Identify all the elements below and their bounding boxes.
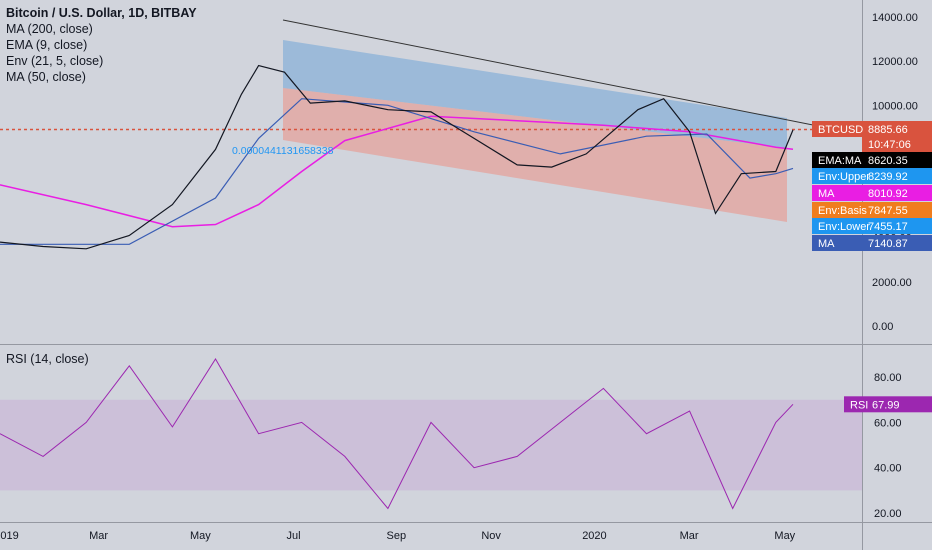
price-tag-value: 8239.92 [868, 171, 908, 183]
price-tag-box [862, 136, 932, 152]
rsi-band [0, 399, 862, 491]
price-tick-label: 10000.00 [872, 100, 918, 112]
rsi-tag-value: 67.99 [872, 399, 900, 411]
time-tick-label: Mar [680, 530, 699, 542]
legend-ma50: MA (50, close) [6, 70, 86, 84]
envelope-upper-band [283, 40, 787, 148]
series-line-ma-50- [0, 98, 794, 245]
price-annotation: 0.0000441131658338 [232, 145, 334, 157]
rsi-tag-label: RSI [850, 399, 868, 411]
price-tag-label: MA [818, 238, 835, 250]
price-tag-box [812, 121, 932, 137]
rsi-tick-label: 80.00 [874, 372, 902, 384]
price-tag-value: 10:47:06 [868, 139, 911, 151]
price-tick-label: 0.00 [872, 321, 893, 333]
trendline [282, 19, 829, 129]
price-tag-box [812, 202, 932, 218]
time-tick-label: May [190, 530, 211, 542]
price-tag-box [812, 235, 932, 251]
time-tick-label: Jul [287, 530, 301, 542]
time-tick-label: May [774, 530, 795, 542]
time-tick-label: Nov [481, 530, 501, 542]
price-tag-box [812, 152, 932, 168]
price-tag-label: Env:Upper [818, 171, 870, 183]
time-tick-label: 2019 [0, 530, 19, 542]
price-tag-value: 8010.92 [868, 188, 908, 200]
price-tick-label: 12000.00 [872, 56, 918, 68]
series-line-btcusd [0, 64, 794, 250]
legend-title: Bitcoin / U.S. Dollar, 1D, BITBAY [6, 6, 197, 20]
legend-ma200: MA (200, close) [6, 22, 93, 36]
rsi-tag-box [844, 396, 932, 413]
price-tick-label: 2000.00 [872, 277, 912, 289]
price-tick-label: 14000.00 [872, 12, 918, 24]
price-tag-value: 7140.87 [868, 238, 908, 250]
price-tag-value: 8620.35 [868, 155, 908, 167]
time-tick-label: Mar [89, 530, 108, 542]
price-tag-value: 8885.66 [868, 124, 908, 136]
price-tag-label: EMA:MA [818, 155, 862, 167]
price-tag-value: 7847.55 [868, 205, 908, 217]
rsi-tick-label: 20.00 [874, 508, 902, 520]
price-tag-label: BTCUSD [818, 124, 863, 136]
price-tag-box [812, 168, 932, 184]
rsi-legend: RSI (14, close) [6, 352, 89, 366]
chart-legend: Bitcoin / U.S. Dollar, 1D, BITBAY MA (20… [6, 5, 197, 85]
price-tag-box [812, 185, 932, 201]
time-tick-label: Sep [387, 530, 407, 542]
rsi-tick-label: 40.00 [874, 463, 902, 475]
price-tag-label: Env:Lower [818, 221, 870, 233]
legend-ema9: EMA (9, close) [6, 38, 88, 52]
price-tag-label: Env:Basis [818, 205, 867, 217]
price-tag-label: MA [818, 188, 835, 200]
price-tag-box [812, 218, 932, 234]
envelope-lower-band [283, 88, 787, 222]
legend-envelope: Env (21, 5, close) [6, 54, 104, 68]
series-line-rsi [0, 358, 794, 510]
rsi-tick-label: 60.00 [874, 417, 902, 429]
time-tick-label: 2020 [582, 530, 606, 542]
price-tag-value: 7455.17 [868, 221, 908, 233]
